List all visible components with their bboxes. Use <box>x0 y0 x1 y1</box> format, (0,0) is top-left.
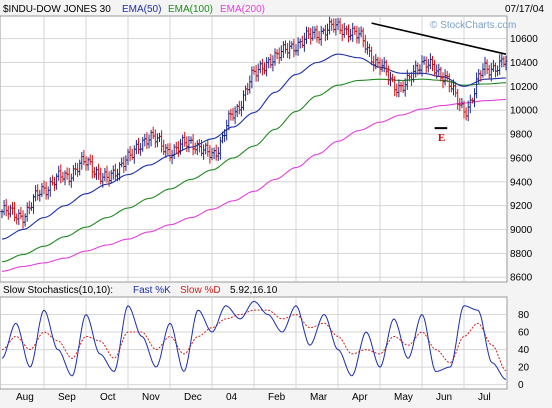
price-annotations: E <box>371 22 507 144</box>
price-tick-label: 9000 <box>510 225 533 236</box>
stoch-y-axis: 0 20 40 60 80 <box>518 310 530 391</box>
price-y-axis: 8600 8800 9000 9200 9400 9600 9800 10000 10200 10… <box>510 34 538 284</box>
price-tick-label: 8800 <box>510 249 533 260</box>
price-tick-label: 10400 <box>510 58 538 69</box>
price-series <box>0 16 508 272</box>
annotation-label: E <box>438 132 445 144</box>
x-tick-label: Mar <box>310 392 328 403</box>
stoch-readout: 5.92,16.10 <box>230 285 278 296</box>
price-tick-label: 10000 <box>510 106 538 117</box>
legend-ema200: EMA(200) <box>220 4 265 15</box>
legend-fast-k: Fast %K <box>133 285 171 296</box>
stoch-tick-label: 80 <box>518 310 530 321</box>
x-tick-label: May <box>394 392 413 403</box>
stoch-title: Slow Stochastics(10,10): <box>3 285 113 296</box>
legend-ema50: EMA(50) <box>122 4 161 15</box>
date-label: 07/17/04 <box>505 4 544 15</box>
price-tick-label: 9400 <box>510 177 533 188</box>
x-tick-label: Jul <box>478 392 491 403</box>
price-tick-label: 8600 <box>510 273 533 284</box>
price-tick-label: 10600 <box>510 34 538 45</box>
price-tick-label: 9200 <box>510 201 533 212</box>
watermark: © StockCharts.com <box>430 20 516 31</box>
x-axis: Aug Sep Oct Nov Dec 04 Feb Mar Apr May Jun Jul <box>16 392 491 403</box>
stoch-tick-label: 20 <box>518 363 530 374</box>
x-tick-label: Feb <box>268 392 286 403</box>
stoch-tick-label: 0 <box>518 380 524 391</box>
x-tick-label: Apr <box>352 392 368 403</box>
price-tick-label: 9800 <box>510 130 533 141</box>
legend-slow-d: Slow %D <box>180 285 221 296</box>
legend-ema100: EMA(100) <box>168 4 213 15</box>
price-tick-label: 9600 <box>510 153 533 164</box>
x-tick-label: Sep <box>58 392 76 403</box>
trendline-line <box>371 22 507 55</box>
x-tick-label: Aug <box>16 392 34 403</box>
stoch-tick-label: 40 <box>518 345 530 356</box>
ema200-line <box>1 98 506 272</box>
stoch-tick-label: 60 <box>518 328 530 339</box>
fast-k-line <box>1 300 507 380</box>
x-tick-label: Dec <box>184 392 202 403</box>
x-tick-label: Jun <box>436 392 452 403</box>
x-tick-label: Nov <box>142 392 160 403</box>
ema100-line <box>1 78 506 263</box>
stoch-series <box>1 300 507 380</box>
x-tick-label: 04 <box>226 392 238 403</box>
x-tick-label: Oct <box>100 392 116 403</box>
price-tick-label: 10200 <box>510 82 538 93</box>
symbol-label: $INDU-DOW JONES 30 <box>3 4 111 15</box>
stoch-grid <box>1 298 506 388</box>
